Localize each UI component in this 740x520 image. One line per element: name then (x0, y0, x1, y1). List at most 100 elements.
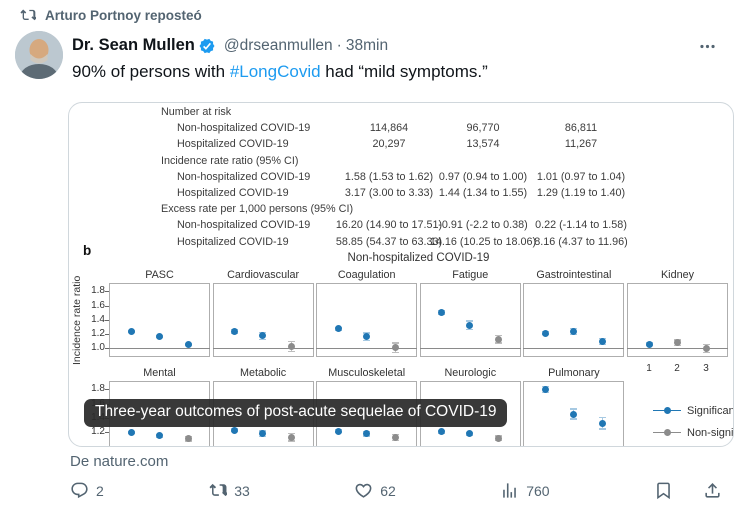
data-point (495, 434, 503, 442)
y-tick-mark (105, 333, 109, 335)
bookmark-icon (657, 482, 670, 500)
bookmark-button[interactable] (654, 481, 673, 500)
figure-table-value: 16.20 (14.90 to 17.51) (335, 219, 443, 232)
error-bar-cap (362, 339, 370, 341)
figure-table-row: Hospitalized COVID-19 3.17 (3.00 to 3.33)… (69, 185, 733, 201)
panel-title: Metabolic (239, 367, 287, 379)
chart-title: Non-hospitalized COVID-19 (347, 252, 490, 264)
error-bar-cap (391, 342, 399, 344)
error-bar-cap (288, 340, 296, 343)
y-tick-mark (105, 291, 109, 293)
data-point (127, 428, 135, 436)
y-tick-label: 1.4 (91, 313, 105, 325)
data-point (155, 333, 163, 341)
forest-panel (523, 381, 625, 446)
panel-title: Gastrointestinal (536, 269, 612, 281)
figure-table-value: 1.01 (0.97 to 1.04) (536, 170, 626, 183)
timestamp[interactable]: 38min (345, 36, 389, 54)
data-point (334, 427, 342, 435)
figure-table-label: Non-hospitalized COVID-19 (177, 122, 311, 135)
y-tick-mark (105, 431, 109, 433)
figure-table-row: Excess rate per 1,000 persons (95% CI) (69, 201, 733, 217)
error-bar-cap (495, 342, 503, 344)
more-icon (700, 44, 715, 49)
like-count: 62 (380, 482, 396, 499)
share-button[interactable] (703, 481, 722, 500)
panel-b-label: b (83, 243, 92, 258)
data-point (438, 309, 446, 317)
error-bar-cap (259, 338, 267, 341)
repost-action-icon (209, 483, 228, 497)
x-tick-label: 1 (646, 363, 652, 374)
share-icon (705, 483, 720, 498)
figure-table-value: 58.85 (54.37 to 63.33) (335, 235, 443, 248)
figure-table-row: Non-hospitalized COVID-19 114,864 96,770 86… (69, 120, 733, 136)
figure-table: Number at risk Non-hospitalized COVID-19 1… (69, 104, 733, 446)
source-link[interactable]: De nature.com (70, 453, 169, 470)
data-point (569, 410, 577, 418)
reference-line (316, 347, 418, 350)
like-button[interactable]: 62 (354, 481, 396, 500)
panel-title: Neurologic (444, 367, 497, 379)
data-point (127, 328, 135, 336)
legend-label: Significant (687, 405, 734, 417)
repost-button[interactable]: 33 (208, 481, 250, 500)
views-button[interactable]: 760 (500, 481, 550, 500)
error-bar-cap (466, 320, 474, 322)
figure-table-row: Non-hospitalized COVID-19 1.58 (1.53 to 1… (69, 169, 733, 185)
data-point (362, 333, 370, 341)
legend-label: Non-significant (687, 427, 734, 439)
x-tick-label: 2 (674, 363, 680, 374)
reply-count: 2 (96, 482, 104, 499)
figure-card[interactable]: Number at risk Non-hospitalized COVID-19 1… (68, 102, 734, 447)
forest-panel (419, 283, 521, 357)
figure-table-value: 11,267 (564, 138, 598, 151)
action-group-right (654, 481, 722, 500)
reply-icon (71, 482, 88, 499)
display-name[interactable]: Dr. Sean Mullen (72, 36, 195, 54)
figure-table-label: Number at risk (161, 106, 232, 118)
data-point (259, 332, 267, 340)
reference-line (109, 347, 210, 350)
forest-panel (523, 283, 625, 357)
user-handle[interactable]: @drseanmullen (223, 36, 333, 54)
data-point (541, 329, 549, 337)
more-options-button[interactable] (698, 37, 717, 56)
figure-table-value: 13,574 (466, 138, 500, 151)
figure-table-value: 14.16 (10.25 to 18.06) (429, 235, 537, 248)
data-point (184, 340, 192, 348)
error-bar-cap (569, 418, 577, 420)
reference-line (627, 347, 728, 350)
error-bar-cap (598, 428, 606, 430)
figure-table-value: 3.17 (3.00 to 3.33) (344, 187, 434, 199)
repost-icon (20, 9, 36, 21)
panel-title: Mental (143, 367, 176, 379)
legend-marker (664, 407, 671, 414)
data-point (259, 430, 267, 438)
data-point (334, 325, 342, 333)
data-point (466, 321, 474, 329)
repost-banner[interactable]: Arturo Portnoy reposteó (20, 7, 202, 23)
figure-table-label: Excess rate per 1,000 persons (95% CI) (161, 203, 354, 216)
reference-line (419, 347, 521, 350)
figure-table-value: 1.58 (1.53 to 1.62) (344, 170, 434, 183)
action-bar: 2 33 62 760 (70, 481, 722, 500)
data-point (438, 428, 446, 436)
figure-table-value: 86,811 (564, 122, 598, 135)
figure-table-row: Number at risk (69, 104, 733, 120)
error-bar-cap (391, 352, 399, 354)
y-tick-mark (105, 347, 109, 349)
hashtag-link[interactable]: #LongCovid (229, 62, 321, 81)
figure-table-label: Hospitalized COVID-19 (177, 235, 289, 248)
forest-plot: PASC Cardiovascular Coagulation Fatigue Gast… (69, 103, 733, 446)
repost-count: 33 (234, 482, 250, 499)
views-count: 760 (526, 482, 550, 499)
data-point (391, 344, 399, 352)
y-tick-mark (105, 389, 109, 391)
reference-line (523, 347, 625, 350)
reply-button[interactable]: 2 (70, 481, 104, 500)
figure-table-row: Non-hospitalized COVID-19 16.20 (14.90 to… (69, 217, 733, 233)
avatar[interactable] (15, 31, 63, 79)
error-bar-cap (495, 335, 503, 337)
figure-table-value: 1.44 (1.34 to 1.55) (438, 187, 528, 199)
